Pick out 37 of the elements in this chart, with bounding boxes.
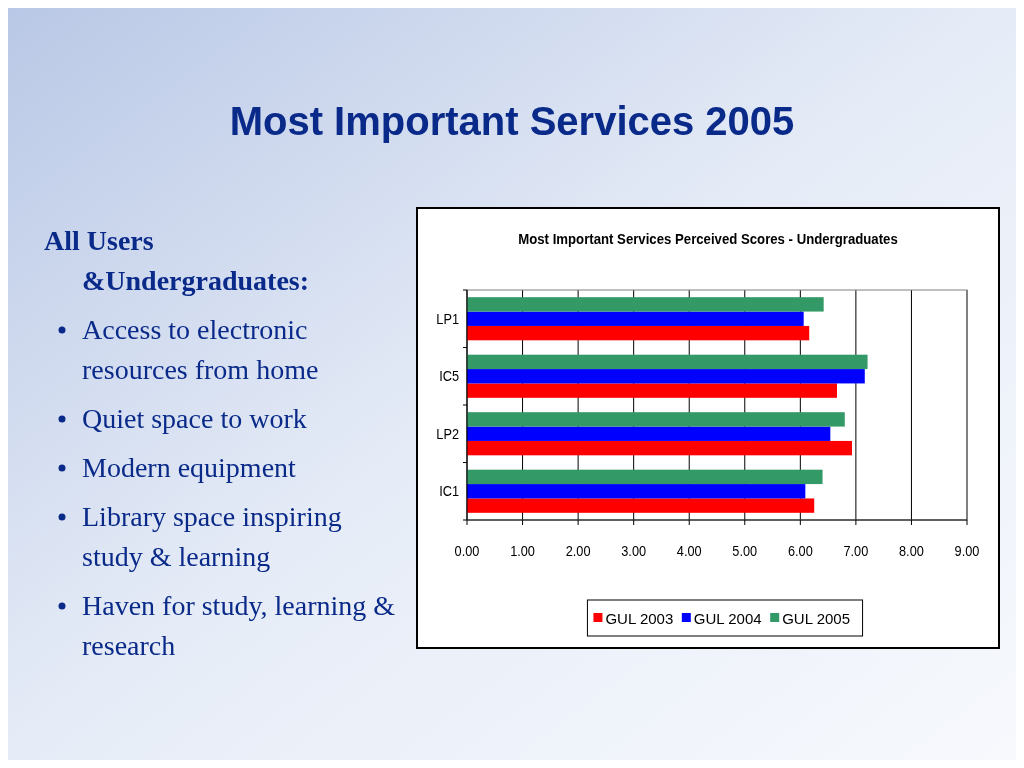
x-tick-label: 1.00 [510, 541, 536, 560]
text: Library space inspiring study & learning [82, 501, 342, 572]
x-tick-label: 2.00 [565, 541, 591, 560]
text: Haven for study, learning & research [82, 590, 396, 661]
x-tick-label: 6.00 [787, 541, 813, 560]
bar [467, 440, 852, 456]
bar [467, 354, 868, 370]
x-tick-label: 7.00 [843, 541, 869, 560]
legend-label: GUL 2004 [693, 610, 762, 627]
bar [467, 325, 810, 341]
legend-label: GUL 2003 [605, 610, 674, 627]
bar [467, 297, 824, 312]
text: Most Important Services 2005 [229, 99, 795, 143]
y-tick-label: IC1 [439, 482, 460, 500]
text: All Users &Undergraduates: [44, 225, 310, 296]
bar [467, 484, 806, 499]
bar [467, 412, 845, 427]
bar [467, 498, 815, 513]
legend-label: GUL 2005 [782, 610, 851, 627]
text: Modern equipment [82, 452, 297, 483]
bar [467, 469, 823, 485]
x-tick-label: 8.00 [899, 541, 925, 560]
x-tick-label: 4.00 [676, 541, 702, 560]
text: Access to electronic resources from home [82, 314, 319, 385]
bar [467, 369, 865, 384]
y-tick-label: IC5 [439, 367, 460, 385]
bar [467, 311, 804, 326]
x-tick-label: 5.00 [732, 541, 758, 560]
text: Quiet space to work [82, 403, 307, 434]
x-tick-label: 0.00 [454, 541, 480, 560]
y-tick-label: LP1 [436, 309, 460, 327]
chart-title: Most Important Services Perceived Scores - Undergraduates [518, 230, 898, 248]
bar [467, 383, 837, 398]
x-tick-label: 3.00 [621, 541, 647, 560]
x-tick-label: 9.00 [954, 541, 980, 560]
y-tick-label: LP2 [436, 424, 460, 442]
bar [467, 426, 831, 441]
